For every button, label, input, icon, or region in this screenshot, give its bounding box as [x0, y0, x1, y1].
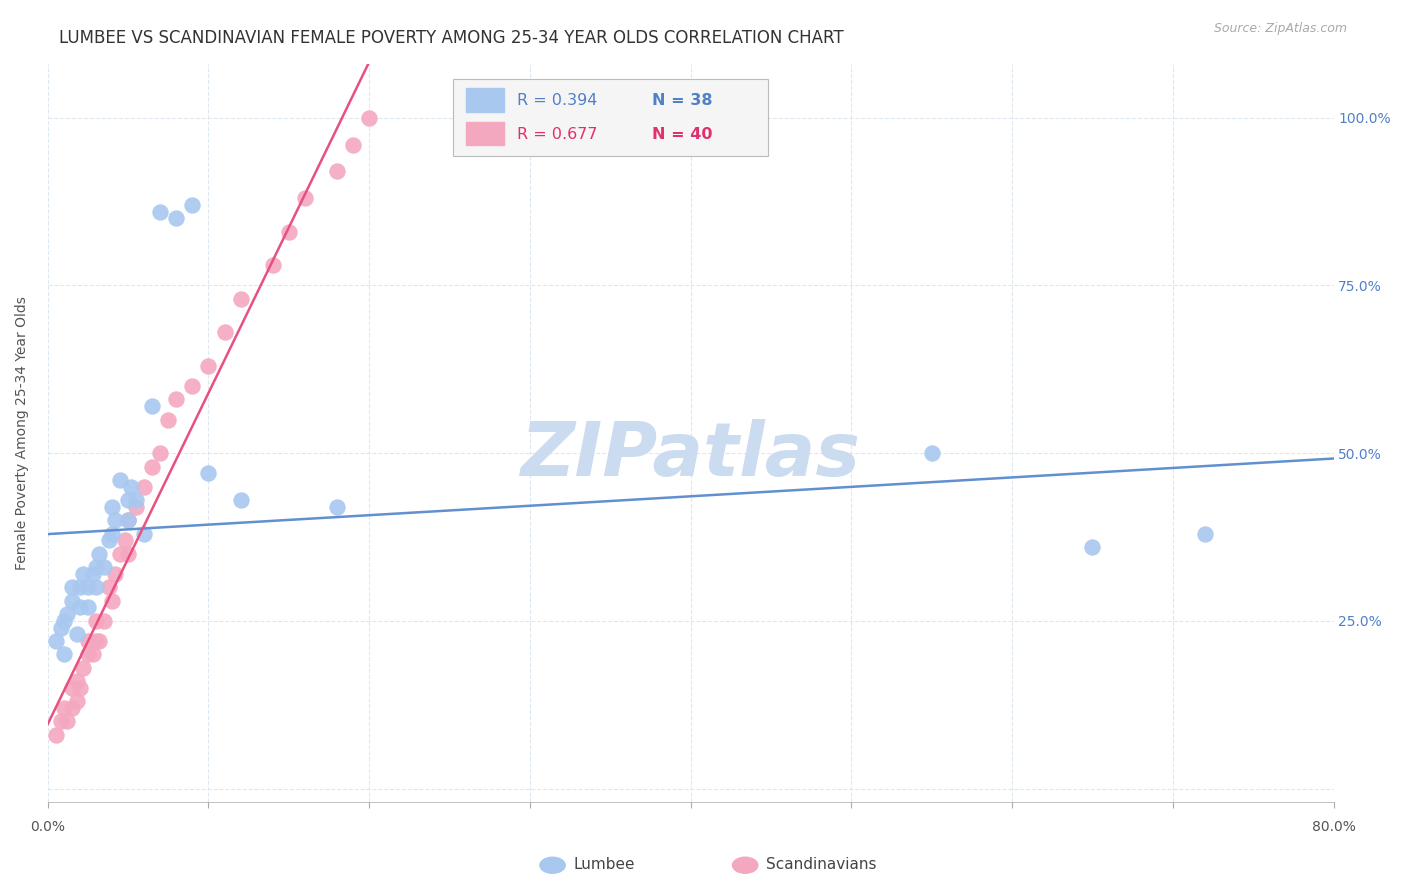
Point	[134, 526, 156, 541]
Point	[181, 379, 204, 393]
Point	[1081, 540, 1104, 554]
Text: LUMBEE VS SCANDINAVIAN FEMALE POVERTY AMONG 25-34 YEAR OLDS CORRELATION CHART: LUMBEE VS SCANDINAVIAN FEMALE POVERTY AM…	[59, 29, 844, 46]
Point	[165, 211, 187, 226]
Point	[69, 600, 91, 615]
Point	[149, 446, 172, 460]
FancyBboxPatch shape	[453, 78, 768, 156]
Point	[69, 681, 91, 695]
Point	[120, 480, 142, 494]
Text: R = 0.394: R = 0.394	[517, 93, 598, 108]
Point	[82, 566, 104, 581]
Point	[52, 701, 75, 715]
Point	[56, 714, 79, 729]
Point	[165, 392, 187, 407]
Point	[45, 634, 67, 648]
Point	[49, 714, 72, 729]
Point	[66, 627, 89, 641]
Point	[84, 580, 107, 594]
Bar	[465, 88, 505, 112]
Text: Scandinavians: Scandinavians	[766, 857, 877, 871]
Point	[277, 225, 299, 239]
Point	[108, 473, 131, 487]
Point	[66, 694, 89, 708]
Point	[149, 204, 172, 219]
Point	[69, 580, 91, 594]
Point	[921, 446, 943, 460]
Point	[84, 634, 107, 648]
Point	[60, 701, 83, 715]
Point	[104, 513, 127, 527]
Point	[197, 359, 219, 373]
Point	[326, 164, 349, 178]
Point	[52, 614, 75, 628]
Point	[77, 600, 100, 615]
Point	[72, 566, 94, 581]
Point	[229, 493, 252, 508]
Point	[197, 467, 219, 481]
Point	[66, 674, 89, 689]
Point	[134, 480, 156, 494]
Point	[89, 634, 111, 648]
Point	[60, 681, 83, 695]
Point	[214, 326, 236, 340]
Y-axis label: Female Poverty Among 25-34 Year Olds: Female Poverty Among 25-34 Year Olds	[15, 296, 30, 570]
Point	[141, 459, 163, 474]
Point	[97, 580, 120, 594]
Point	[101, 593, 124, 607]
Point	[60, 580, 83, 594]
Text: N = 40: N = 40	[652, 127, 713, 142]
Point	[56, 607, 79, 621]
Point	[262, 258, 284, 272]
Point	[77, 634, 100, 648]
Point	[342, 137, 364, 152]
Text: 0.0%: 0.0%	[31, 821, 65, 834]
Point	[181, 198, 204, 212]
Point	[84, 560, 107, 574]
Point	[117, 493, 139, 508]
Point	[326, 500, 349, 514]
Point	[52, 648, 75, 662]
Point	[359, 111, 381, 125]
Point	[97, 533, 120, 548]
Text: N = 38: N = 38	[652, 93, 713, 108]
Text: 80.0%: 80.0%	[1312, 821, 1355, 834]
Point	[77, 648, 100, 662]
Point	[125, 500, 148, 514]
Point	[114, 533, 136, 548]
Point	[294, 191, 316, 205]
Point	[93, 560, 115, 574]
Point	[84, 614, 107, 628]
Point	[104, 566, 127, 581]
Text: Source: ZipAtlas.com: Source: ZipAtlas.com	[1213, 22, 1347, 36]
Point	[125, 493, 148, 508]
Point	[101, 500, 124, 514]
Point	[93, 614, 115, 628]
Text: R = 0.677: R = 0.677	[517, 127, 598, 142]
Point	[117, 547, 139, 561]
Point	[49, 620, 72, 634]
Point	[45, 728, 67, 742]
Point	[101, 526, 124, 541]
Point	[82, 648, 104, 662]
Point	[89, 547, 111, 561]
Point	[1194, 526, 1216, 541]
Point	[77, 580, 100, 594]
Text: Lumbee: Lumbee	[574, 857, 636, 871]
Point	[157, 412, 180, 426]
Point	[72, 661, 94, 675]
Point	[108, 547, 131, 561]
Point	[60, 593, 83, 607]
Text: ZIPatlas: ZIPatlas	[520, 418, 860, 491]
Point	[141, 399, 163, 413]
Point	[117, 513, 139, 527]
Point	[229, 292, 252, 306]
Point	[117, 513, 139, 527]
Bar	[465, 121, 505, 145]
